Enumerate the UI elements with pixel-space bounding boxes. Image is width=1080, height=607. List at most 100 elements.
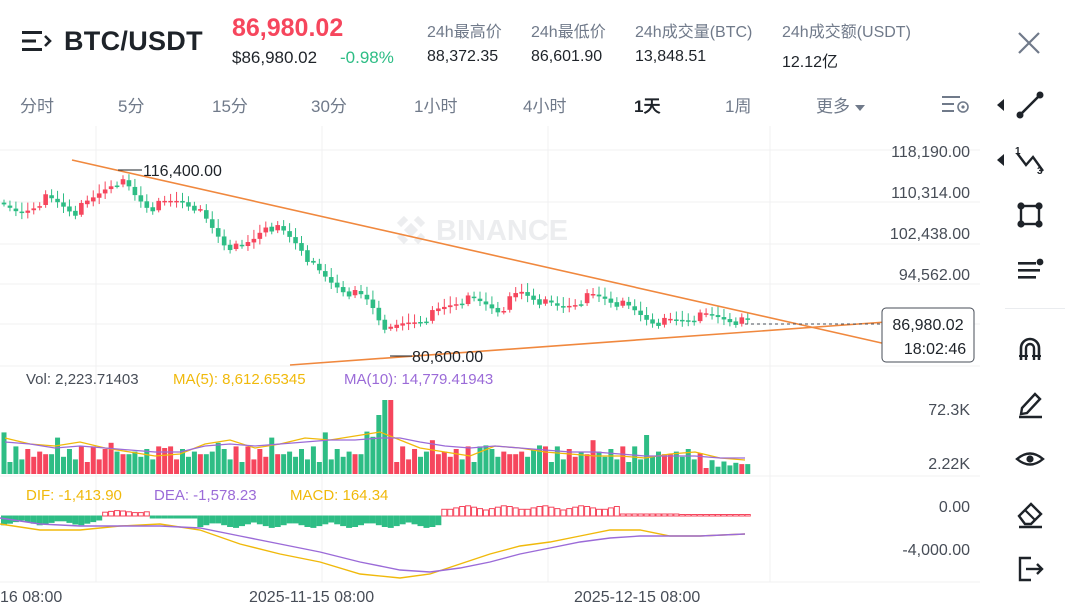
tab-interval-5m[interactable]: 5分	[118, 97, 145, 116]
volume-bar	[650, 456, 656, 474]
volume-bar	[90, 446, 96, 474]
macd-bar	[292, 515, 299, 524]
tab-interval-4h[interactable]: 4小时	[523, 97, 567, 116]
candle	[192, 201, 197, 214]
macd-bar	[298, 515, 305, 526]
volume-bar	[418, 456, 423, 474]
price-change-percent: -0.98%	[340, 48, 394, 67]
candle	[293, 228, 298, 250]
volume-bar	[667, 454, 673, 474]
kline-chart[interactable]: BINANCE 116,400.00 80,600.00 118,190.00 …	[0, 126, 980, 607]
macd-bar	[625, 513, 632, 517]
eraser-icon[interactable]	[1013, 496, 1047, 530]
volume-bar	[584, 454, 590, 474]
current-price-tag[interactable]: 86,980.02 18:02:46	[881, 307, 975, 363]
magnet-icon[interactable]	[1013, 332, 1047, 366]
volume-bar	[394, 462, 400, 474]
macd-bar	[506, 506, 513, 517]
macd-bar	[477, 508, 483, 517]
candle	[745, 312, 751, 324]
candle	[638, 301, 643, 322]
candle	[43, 190, 48, 208]
macd-bar	[726, 514, 733, 517]
volume-bar	[602, 456, 608, 474]
candle	[323, 264, 328, 282]
volume-bar	[13, 446, 19, 474]
candle	[394, 319, 399, 332]
macd-bar	[649, 513, 656, 517]
tab-interval-1h[interactable]: 1小时	[414, 97, 458, 116]
candle	[102, 181, 108, 200]
volume-bar	[19, 459, 25, 474]
exit-icon[interactable]	[1013, 552, 1047, 586]
candle	[311, 257, 316, 265]
candle	[346, 287, 352, 300]
macd-bar	[316, 515, 323, 527]
tab-interval-30m[interactable]: 30分	[311, 97, 347, 116]
tab-interval-1w[interactable]: 1周	[725, 97, 752, 116]
trading-pair[interactable]: BTC/USDT	[64, 26, 203, 56]
volume-bar	[1, 432, 7, 474]
candle	[602, 287, 608, 306]
macd-bar	[120, 510, 126, 517]
close-icon[interactable]	[1016, 30, 1042, 56]
candle	[85, 195, 90, 208]
candle	[537, 294, 542, 309]
menu-icon[interactable]	[22, 30, 54, 52]
candle	[49, 189, 54, 203]
volume-bar	[376, 415, 382, 474]
tab-interval-1d[interactable]: 1天	[634, 97, 661, 116]
candle	[382, 314, 388, 334]
tab-interval-15m[interactable]: 15分	[212, 97, 248, 116]
volume-bar	[275, 454, 281, 474]
volume-bar	[400, 446, 406, 474]
candle	[233, 240, 239, 252]
expand-arrow-icon[interactable]	[997, 154, 1004, 166]
macd-bar	[524, 508, 531, 517]
shape-icon[interactable]	[1013, 198, 1047, 232]
countdown-label: 18:02:46	[904, 341, 966, 358]
macd-bar	[143, 511, 150, 517]
macd-bar	[631, 513, 638, 517]
trend-line-icon[interactable]	[1013, 88, 1047, 122]
macd-bar	[423, 515, 430, 528]
indicator-settings-icon[interactable]	[942, 94, 970, 114]
time-axis: 16 08:00 2025-11-15 08:00 2025-12-15 08:…	[0, 589, 700, 606]
candle	[305, 245, 310, 266]
macd-bar	[447, 508, 454, 517]
candle	[656, 318, 661, 329]
pencil-icon[interactable]	[1013, 386, 1047, 420]
candle	[168, 193, 173, 207]
candle	[364, 286, 370, 305]
volume-bar	[239, 462, 245, 474]
text-tools-icon[interactable]	[1013, 252, 1047, 286]
volume-bar	[310, 446, 316, 474]
candle	[132, 178, 138, 201]
time-axis-label: 2025-11-15 08:00	[249, 589, 374, 606]
candle	[79, 199, 84, 217]
macd-bar	[114, 510, 121, 517]
candle	[400, 316, 405, 331]
volume-bar	[519, 451, 525, 474]
macd-bar	[244, 515, 251, 525]
lower-trendline[interactable]	[289, 321, 887, 366]
tab-interval-more[interactable]: 更多	[816, 92, 865, 117]
volume-bar	[55, 437, 61, 474]
candle	[352, 286, 358, 299]
macd-bar	[465, 505, 472, 517]
volume-bar	[644, 435, 650, 474]
macd-bar	[84, 515, 91, 524]
expand-arrow-icon[interactable]	[997, 99, 1004, 111]
eye-icon[interactable]	[1013, 442, 1047, 476]
candle	[215, 219, 221, 243]
volume-bar	[322, 432, 328, 474]
volume-bar	[703, 468, 709, 474]
candle	[650, 313, 655, 328]
macd-bar	[590, 507, 597, 517]
macd-bar	[155, 515, 162, 519]
candle	[204, 204, 209, 223]
tab-interval-time[interactable]: 分时	[20, 97, 54, 116]
upper-trendline[interactable]	[71, 159, 887, 345]
macd-bar	[685, 514, 692, 517]
